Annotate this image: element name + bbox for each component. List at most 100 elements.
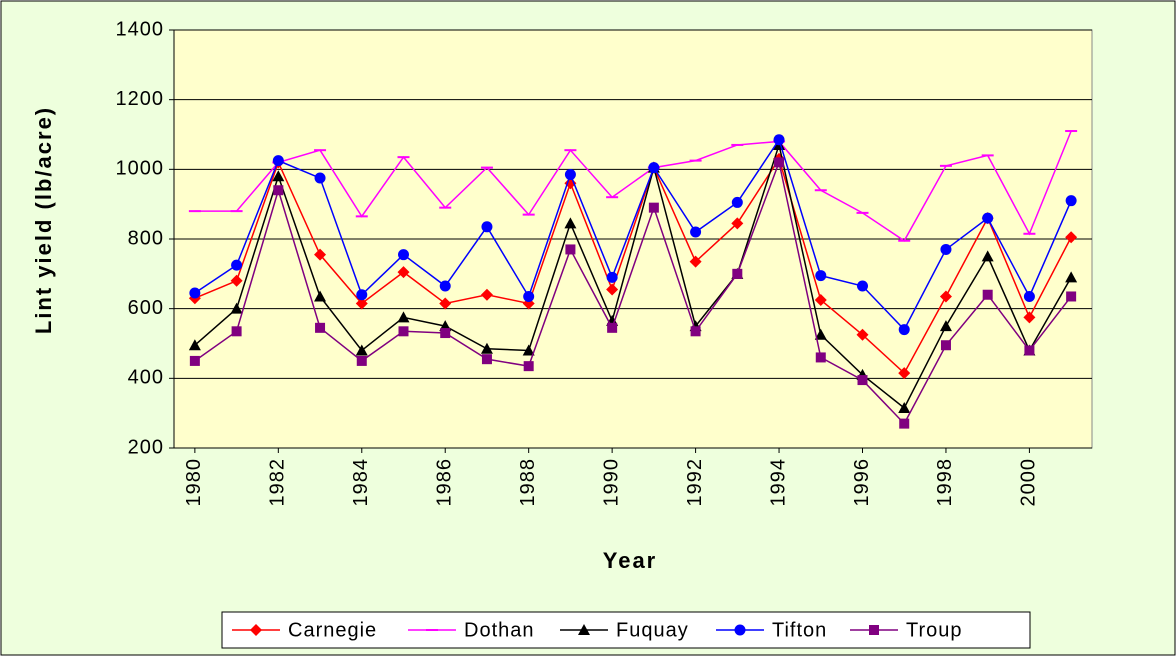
marker: [856, 328, 869, 341]
y-tick-label: 800: [128, 227, 164, 249]
y-tick-label: 1200: [116, 88, 165, 110]
marker: [1065, 271, 1078, 283]
marker: [940, 243, 952, 255]
marker: [315, 322, 326, 333]
marker: [1065, 195, 1077, 207]
x-axis-title: Year: [603, 548, 658, 573]
x-tick-label: 2000: [1018, 458, 1040, 507]
marker: [898, 401, 911, 413]
marker: [648, 202, 659, 213]
x-tick-label: 1988: [517, 458, 539, 507]
x-tick-label: 1996: [851, 458, 873, 507]
marker: [355, 297, 368, 310]
marker: [981, 250, 994, 262]
marker: [1024, 345, 1035, 356]
marker: [189, 355, 200, 366]
marker: [398, 249, 409, 261]
marker: [732, 268, 743, 279]
x-tick-label: 1982: [267, 458, 289, 507]
marker: [272, 155, 284, 167]
legend-marker: [869, 625, 879, 635]
marker: [188, 339, 201, 351]
marker: [1023, 311, 1036, 324]
marker: [690, 226, 702, 238]
y-tick-label: 1000: [116, 158, 165, 180]
marker: [481, 354, 492, 365]
legend-marker: [250, 624, 262, 636]
marker: [731, 196, 743, 208]
marker: [689, 255, 702, 268]
marker: [857, 375, 868, 386]
marker: [564, 217, 577, 229]
marker: [398, 326, 409, 337]
marker: [523, 290, 535, 302]
marker: [1066, 291, 1077, 302]
legend-label: Fuquay: [616, 619, 689, 641]
marker: [230, 302, 243, 314]
marker: [314, 290, 327, 302]
legend-label: Dothan: [464, 619, 535, 641]
marker: [356, 355, 367, 366]
y-tick-label: 1400: [116, 18, 165, 40]
series-line: [194, 130, 1072, 242]
marker: [607, 322, 618, 333]
y-tick-label: 600: [128, 297, 164, 319]
y-tick-label: 200: [128, 436, 164, 458]
marker: [314, 172, 326, 184]
marker: [774, 157, 785, 168]
marker: [356, 289, 368, 301]
marker: [982, 212, 994, 224]
marker: [273, 185, 284, 196]
marker: [231, 259, 243, 271]
x-tick-label: 1994: [767, 458, 789, 507]
legend-label: Troup: [906, 619, 963, 641]
marker: [272, 170, 285, 182]
marker: [898, 324, 910, 336]
x-tick-label: 1998: [934, 458, 956, 507]
marker: [564, 169, 576, 181]
marker: [731, 217, 744, 230]
marker: [690, 326, 701, 337]
marker: [940, 340, 951, 351]
marker: [899, 418, 910, 429]
series-line: [194, 142, 1072, 410]
marker: [773, 134, 785, 146]
y-title-clip: Lint yield (lb/acre): [31, 106, 56, 334]
marker: [480, 342, 493, 354]
marker: [397, 266, 410, 279]
marker: [189, 287, 201, 299]
legend-marker: [734, 624, 746, 636]
marker: [857, 280, 868, 292]
series-line: [194, 157, 1072, 375]
legend-label: Tifton: [772, 619, 827, 641]
marker: [355, 344, 368, 356]
x-tick-label: 1984: [350, 458, 372, 507]
marker: [939, 320, 952, 332]
marker: [1023, 290, 1035, 302]
marker: [648, 162, 660, 174]
marker: [439, 280, 451, 292]
x-tick-label: 1986: [434, 458, 456, 507]
marker: [314, 248, 327, 261]
marker: [939, 290, 952, 303]
y-tick-label: 400: [128, 367, 164, 389]
series-line: [194, 159, 1072, 425]
legend-label: Carnegie: [288, 619, 377, 641]
marker: [439, 297, 452, 310]
x-tick-label: 1992: [684, 458, 706, 507]
marker: [814, 293, 827, 306]
marker: [1065, 231, 1078, 244]
marker: [565, 244, 576, 255]
marker: [814, 328, 827, 340]
marker: [440, 328, 451, 339]
y-axis-title: Lint yield (lb/acre): [31, 106, 56, 334]
marker: [606, 283, 619, 296]
marker: [480, 288, 493, 301]
marker: [522, 344, 535, 356]
x-tick-label: 1980: [183, 458, 205, 507]
marker: [815, 352, 826, 363]
legend-marker: [578, 624, 590, 635]
marker: [397, 311, 410, 323]
marker: [231, 326, 242, 337]
